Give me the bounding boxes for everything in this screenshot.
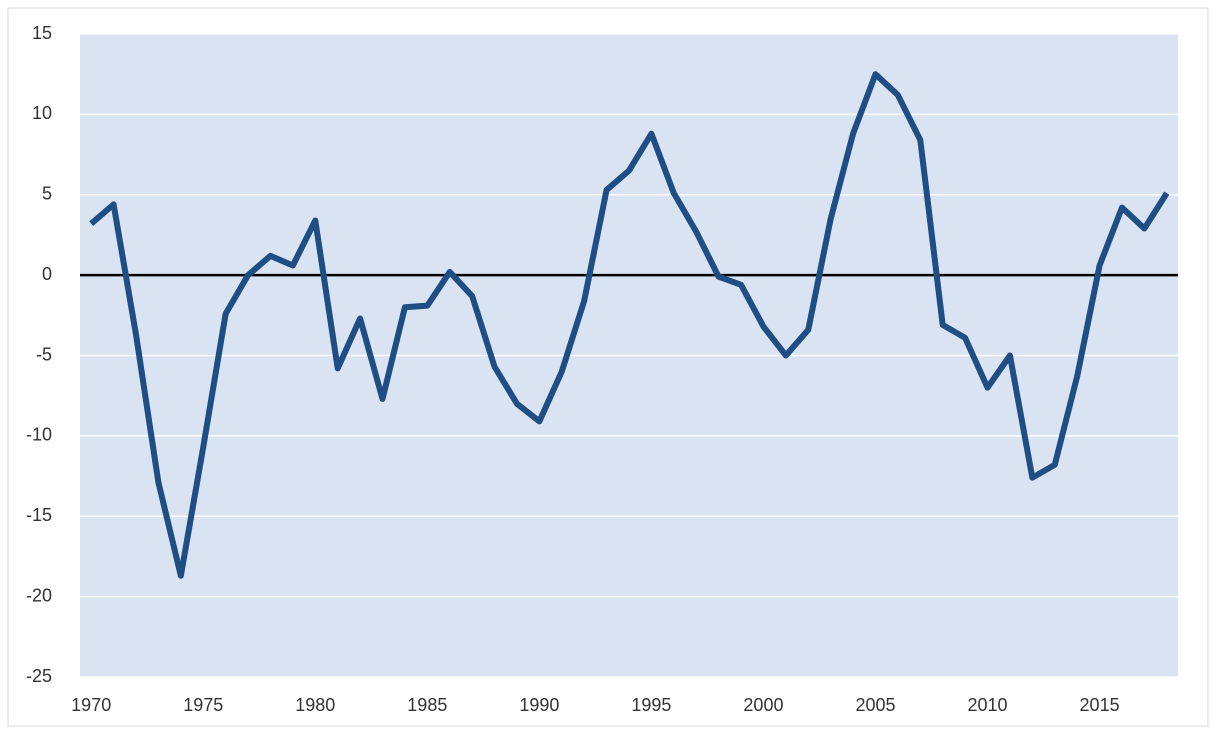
x-tick-label: 2015 [1080,695,1120,715]
x-tick-label: 2000 [743,695,783,715]
x-tick-label: 1975 [183,695,223,715]
x-tick-label: 1985 [407,695,447,715]
x-tick-label: 2010 [968,695,1008,715]
y-tick-label: 0 [42,264,52,284]
y-tick-label: 15 [32,23,52,43]
x-tick-label: 2005 [855,695,895,715]
y-tick-label: 10 [32,103,52,123]
y-tick-label: 5 [42,184,52,204]
x-tick-label: 1995 [631,695,671,715]
x-tick-label: 1980 [295,695,335,715]
y-tick-label: -5 [36,344,52,364]
y-tick-label: -25 [26,666,52,686]
x-tick-label: 1970 [71,695,111,715]
y-tick-label: -10 [26,425,52,445]
x-tick-label: 1990 [519,695,559,715]
data-line [89,71,1170,579]
y-tick-label: -20 [26,585,52,605]
y-tick-label: -15 [26,505,52,525]
